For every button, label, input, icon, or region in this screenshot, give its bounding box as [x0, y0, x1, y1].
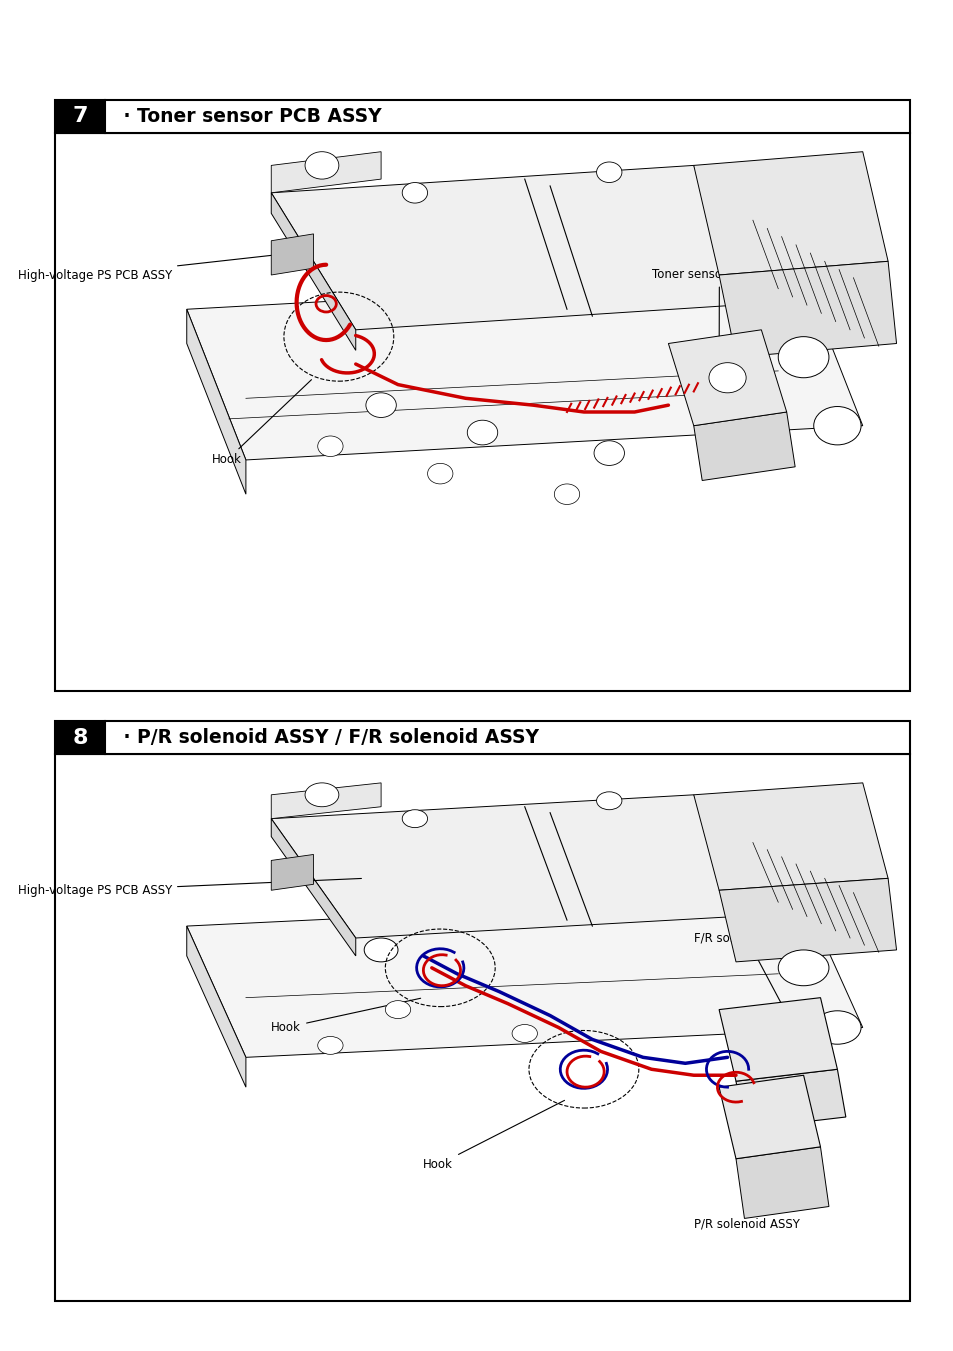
Bar	[105, 100, 909, 132]
Polygon shape	[271, 165, 778, 330]
Circle shape	[778, 336, 828, 378]
Text: · Toner sensor PCB ASSY: · Toner sensor PCB ASSY	[117, 107, 381, 126]
Polygon shape	[187, 276, 862, 459]
Bar	[105, 721, 909, 754]
Polygon shape	[271, 819, 355, 957]
Circle shape	[317, 1036, 343, 1054]
Text: Hook: Hook	[271, 998, 420, 1034]
Text: P/R solenoid ASSY: P/R solenoid ASSY	[693, 1150, 801, 1231]
Polygon shape	[668, 330, 786, 426]
Circle shape	[305, 151, 338, 180]
Polygon shape	[187, 896, 862, 1058]
Polygon shape	[719, 1075, 820, 1159]
Polygon shape	[271, 151, 380, 193]
Polygon shape	[271, 854, 314, 890]
Bar	[55, 754, 909, 1301]
Circle shape	[317, 436, 343, 457]
Text: High-voltage PS PCB ASSY: High-voltage PS PCB ASSY	[18, 878, 361, 897]
Circle shape	[708, 362, 745, 393]
Polygon shape	[719, 878, 896, 962]
Circle shape	[554, 484, 579, 504]
Polygon shape	[693, 782, 887, 890]
Text: · P/R solenoid ASSY / F/R solenoid ASSY: · P/R solenoid ASSY / F/R solenoid ASSY	[117, 728, 538, 747]
Polygon shape	[271, 782, 380, 819]
Polygon shape	[271, 794, 778, 938]
Circle shape	[778, 950, 828, 986]
Polygon shape	[693, 412, 794, 481]
Text: High-voltage PS PCB ASSY: High-voltage PS PCB ASSY	[18, 255, 276, 281]
Polygon shape	[693, 151, 887, 276]
Polygon shape	[271, 234, 314, 276]
Text: Hook: Hook	[212, 380, 312, 466]
Circle shape	[813, 407, 861, 444]
Circle shape	[813, 1011, 861, 1044]
Polygon shape	[735, 1147, 828, 1219]
Circle shape	[402, 809, 427, 828]
Bar	[55, 132, 909, 690]
Polygon shape	[719, 997, 837, 1081]
Polygon shape	[271, 193, 355, 350]
Polygon shape	[719, 261, 896, 357]
Polygon shape	[187, 925, 246, 1088]
Circle shape	[305, 782, 338, 807]
Circle shape	[366, 393, 395, 417]
Text: 8: 8	[72, 727, 88, 747]
Circle shape	[467, 420, 497, 444]
Text: Toner sensor PCB ASSY: Toner sensor PCB ASSY	[651, 269, 786, 376]
Circle shape	[385, 1001, 410, 1019]
Circle shape	[596, 162, 621, 182]
Text: F/R solenoid ASSY: F/R solenoid ASSY	[693, 931, 801, 1043]
Bar	[55, 100, 105, 132]
Circle shape	[512, 1024, 537, 1043]
Circle shape	[364, 938, 397, 962]
Polygon shape	[187, 309, 246, 494]
Text: 7: 7	[72, 107, 88, 127]
Circle shape	[402, 182, 427, 203]
Circle shape	[427, 463, 453, 484]
Circle shape	[594, 440, 624, 466]
Circle shape	[596, 792, 621, 809]
Text: Hook: Hook	[423, 1100, 564, 1171]
Polygon shape	[735, 1069, 845, 1129]
Bar	[55, 721, 105, 754]
